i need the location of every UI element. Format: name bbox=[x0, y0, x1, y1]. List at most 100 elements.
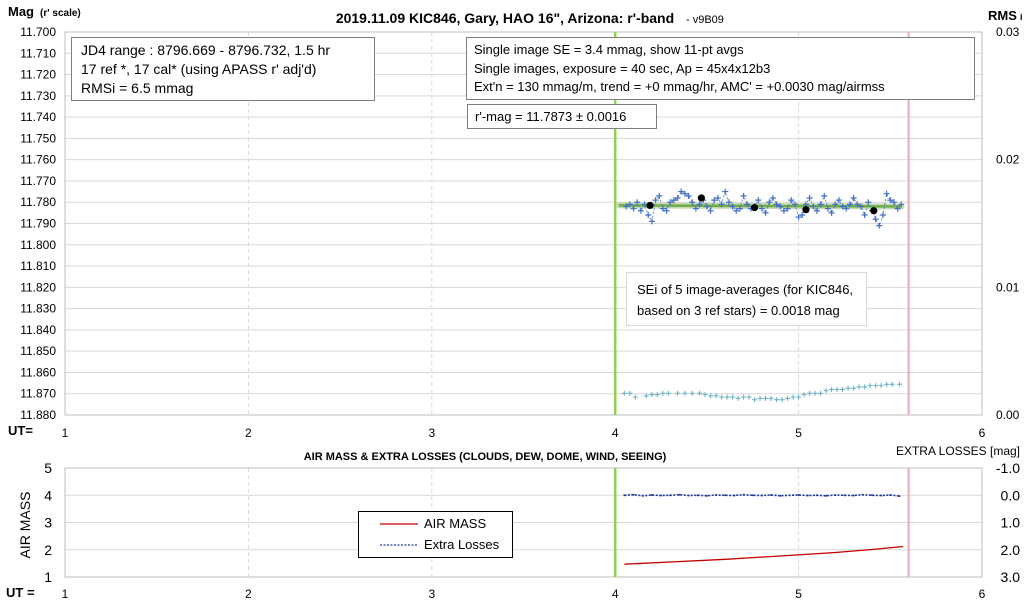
extra-losses-point bbox=[770, 493, 773, 496]
extra-losses-point bbox=[880, 494, 883, 497]
lower-x-tick-label: 4 bbox=[612, 587, 619, 601]
single-image-point bbox=[894, 205, 901, 212]
rmsi-text: RMSi = 6.5 mmag bbox=[81, 80, 194, 96]
rmsi-point bbox=[643, 393, 649, 399]
x-tick-label: 1 bbox=[62, 426, 69, 440]
rmsi-point bbox=[884, 381, 890, 387]
single-image-point bbox=[780, 207, 787, 214]
single-image-point bbox=[791, 201, 798, 208]
extra-losses-point bbox=[623, 494, 626, 497]
rmsi-point bbox=[823, 388, 829, 394]
extra-losses-point bbox=[815, 494, 818, 497]
lower-chart-title: AIR MASS & EXTRA LOSSES (CLOUDS, DEW, DO… bbox=[304, 451, 667, 463]
single-image-point bbox=[692, 205, 699, 212]
y-tick-label: 11.840 bbox=[20, 323, 56, 337]
x-tick-label: 2 bbox=[245, 426, 252, 440]
single-image-point bbox=[670, 197, 677, 204]
extra-losses-point bbox=[788, 494, 791, 497]
y-tick-label: 11.800 bbox=[20, 238, 56, 252]
y-tick-label: 11.870 bbox=[20, 387, 56, 401]
average-point bbox=[697, 194, 705, 202]
single-image-point bbox=[744, 201, 751, 208]
sei-box: SEi of 5 image-averages (for KIC846, bas… bbox=[626, 272, 867, 326]
single-image-point bbox=[656, 192, 663, 199]
extra-losses-point bbox=[724, 494, 727, 497]
y2-tick-label: 0.02 bbox=[996, 153, 1020, 167]
average-point bbox=[870, 207, 878, 215]
single-image-point bbox=[623, 203, 630, 210]
rmsi-point bbox=[796, 394, 802, 400]
average-point bbox=[646, 201, 654, 210]
extra-losses-point bbox=[687, 494, 690, 497]
rmsi-point bbox=[735, 395, 741, 401]
chart-title-suffix: - v9B09 bbox=[686, 14, 724, 26]
rmsi-point bbox=[752, 397, 758, 403]
rmsi-point bbox=[801, 392, 807, 398]
rmsi-point bbox=[757, 395, 763, 401]
extra-losses-point bbox=[861, 493, 864, 496]
single-image-point bbox=[648, 218, 655, 225]
rmsi-point bbox=[834, 386, 840, 392]
single-image-point bbox=[645, 211, 652, 218]
sei-text-line1: SEi of 5 image-averages (for KIC846, bbox=[637, 282, 854, 297]
lower-y-tick-label: 1 bbox=[44, 569, 52, 585]
single-image-point bbox=[626, 201, 633, 208]
legend-air-mass-label: AIR MASS bbox=[424, 516, 486, 531]
lower-y-tick-label: 2 bbox=[44, 542, 52, 558]
jd-range-box: JD4 range : 8796.669 - 8796.732, 1.5 hr … bbox=[71, 37, 375, 101]
single-image-point bbox=[678, 188, 685, 195]
single-image-point bbox=[755, 197, 762, 204]
single-image-point bbox=[839, 203, 846, 210]
single-image-point bbox=[769, 194, 776, 201]
single-image-point bbox=[762, 209, 769, 216]
single-image-point bbox=[637, 207, 644, 214]
single-image-point bbox=[872, 216, 879, 223]
lower-x-tick-label: 1 bbox=[62, 587, 69, 601]
single-image-point bbox=[887, 197, 894, 204]
exposure-text: Single images, exposure = 40 sec, Ap = 4… bbox=[474, 60, 771, 76]
rmsi-point bbox=[665, 390, 671, 396]
single-image-point bbox=[634, 199, 641, 206]
rmsi-point bbox=[621, 390, 627, 396]
lower-y2-tick-label: 0.0 bbox=[1001, 487, 1021, 503]
extra-losses-point bbox=[779, 494, 782, 497]
extra-losses-point bbox=[843, 494, 846, 497]
rmsi-point bbox=[763, 395, 769, 401]
rmsi-point bbox=[873, 383, 879, 389]
extra-losses-point bbox=[751, 494, 754, 497]
rmsi-point bbox=[632, 394, 638, 400]
single-image-point bbox=[766, 199, 773, 206]
single-image-point bbox=[711, 197, 718, 204]
rmsi-point bbox=[867, 383, 873, 389]
rmsi-point bbox=[818, 390, 824, 396]
y-tick-label: 11.830 bbox=[20, 302, 56, 316]
single-image-point bbox=[857, 203, 864, 210]
y-tick-label: 11.780 bbox=[20, 195, 56, 209]
single-image-point bbox=[674, 194, 681, 201]
y-tick-label: 11.880 bbox=[20, 408, 56, 422]
single-image-point bbox=[703, 203, 710, 210]
rmsi-point bbox=[660, 390, 666, 396]
y-tick-label: 11.720 bbox=[20, 68, 56, 82]
lower-x-axis-label: UT = bbox=[6, 585, 35, 600]
single-image-point bbox=[758, 205, 765, 212]
lower-y-tick-label: 3 bbox=[44, 515, 52, 531]
single-image-point bbox=[663, 207, 670, 214]
single-image-point bbox=[685, 192, 692, 199]
single-image-point bbox=[740, 192, 747, 199]
extra-losses-point bbox=[678, 493, 681, 496]
rmsi-point bbox=[856, 384, 862, 390]
y2-tick-label: 0.00 bbox=[996, 408, 1020, 422]
rmsi-point bbox=[682, 390, 688, 396]
single-image-point bbox=[630, 205, 637, 212]
lower-x-tick-label: 2 bbox=[245, 587, 252, 601]
plot-area bbox=[64, 31, 983, 416]
lower-x-tick-label: 3 bbox=[428, 587, 435, 601]
single-image-point bbox=[843, 205, 850, 212]
extra-losses-point bbox=[760, 494, 763, 497]
single-image-point bbox=[681, 190, 688, 197]
extra-losses-point bbox=[825, 494, 828, 497]
y-tick-label: 11.750 bbox=[20, 131, 56, 145]
single-image-point bbox=[714, 194, 721, 201]
rmsi-point bbox=[730, 394, 736, 400]
